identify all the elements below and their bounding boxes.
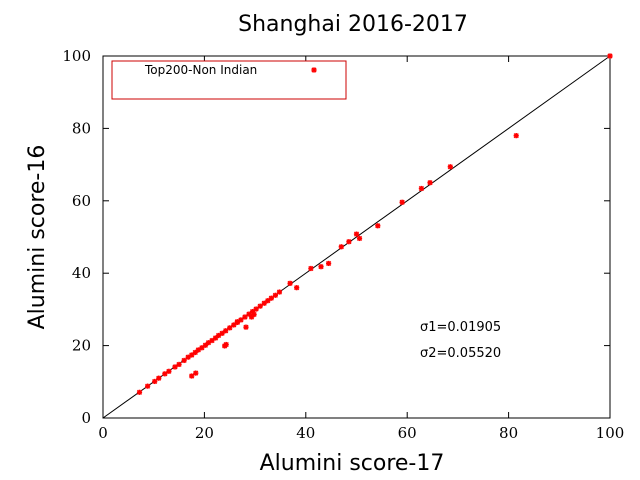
data-point bbox=[189, 352, 195, 358]
legend: Top200-Non Indian bbox=[111, 60, 347, 100]
data-point bbox=[223, 341, 229, 348]
data-point bbox=[261, 300, 267, 306]
annotation-sigma2: σ2=0.05520 bbox=[420, 346, 501, 361]
data-point bbox=[318, 264, 324, 270]
data-point bbox=[227, 325, 233, 331]
data-point bbox=[199, 345, 205, 351]
data-point bbox=[181, 357, 187, 364]
y-axis-label: Alumini score-16 bbox=[25, 145, 50, 330]
chart-title: Shanghai 2016-2017 bbox=[238, 12, 468, 37]
data-point bbox=[375, 223, 381, 229]
annotation-sigma1: σ1=0.01905 bbox=[420, 320, 501, 335]
legend-marker bbox=[311, 67, 317, 73]
data-point bbox=[136, 389, 143, 395]
data-point bbox=[223, 328, 229, 334]
x-tick-label: 40 bbox=[296, 424, 315, 442]
x-tick-label: 0 bbox=[98, 424, 108, 442]
data-point bbox=[308, 265, 314, 272]
data-point bbox=[287, 280, 293, 286]
data-point bbox=[353, 231, 360, 237]
x-axis-label: Alumini score-17 bbox=[260, 451, 445, 476]
data-point bbox=[219, 330, 225, 336]
data-point bbox=[251, 311, 257, 318]
data-point bbox=[265, 298, 271, 304]
data-point bbox=[268, 295, 274, 301]
data-point bbox=[193, 370, 199, 376]
data-point bbox=[156, 375, 162, 381]
data-point bbox=[272, 292, 278, 298]
data-point bbox=[326, 260, 332, 267]
legend-label: Top200-Non Indian bbox=[144, 63, 257, 77]
x-tick-label: 80 bbox=[499, 424, 518, 442]
y-tick-label: 60 bbox=[72, 192, 91, 210]
x-tick-label: 60 bbox=[398, 424, 417, 442]
y-tick-labels: 0 20 40 60 80 100 bbox=[62, 47, 91, 427]
data-point bbox=[356, 235, 363, 242]
data-point bbox=[209, 337, 215, 344]
y-tick-label: 100 bbox=[62, 47, 91, 65]
data-point bbox=[192, 349, 198, 356]
data-point bbox=[162, 371, 168, 377]
data-point bbox=[242, 314, 248, 320]
data-point bbox=[243, 324, 249, 330]
data-point bbox=[253, 306, 259, 312]
y-tick-label: 80 bbox=[72, 119, 91, 137]
x-tick-labels: 0 20 40 60 80 100 bbox=[98, 424, 624, 442]
data-point bbox=[418, 185, 424, 192]
data-point bbox=[189, 373, 195, 379]
x-tick-label: 20 bbox=[195, 424, 214, 442]
legend-box bbox=[111, 60, 347, 100]
data-point bbox=[607, 53, 613, 59]
data-point bbox=[152, 378, 158, 385]
data-point bbox=[346, 239, 352, 245]
data-point bbox=[399, 199, 405, 205]
data-point bbox=[276, 289, 283, 295]
y-tick-label: 20 bbox=[72, 337, 91, 355]
data-point bbox=[176, 361, 182, 368]
legend-marker-star bbox=[311, 67, 317, 73]
data-point bbox=[338, 244, 344, 250]
plot-frame bbox=[102, 55, 611, 419]
data-point bbox=[234, 319, 240, 325]
data-points bbox=[136, 53, 613, 395]
x-tick-label: 100 bbox=[596, 424, 625, 442]
data-point bbox=[427, 180, 433, 186]
data-point bbox=[447, 164, 453, 170]
data-point bbox=[166, 368, 172, 374]
y-tick-label: 40 bbox=[72, 264, 91, 282]
y-tick-label: 0 bbox=[81, 409, 91, 427]
data-point bbox=[172, 364, 178, 370]
data-point bbox=[145, 383, 151, 389]
data-point bbox=[513, 133, 519, 139]
data-point bbox=[257, 303, 263, 309]
data-point bbox=[294, 285, 300, 291]
